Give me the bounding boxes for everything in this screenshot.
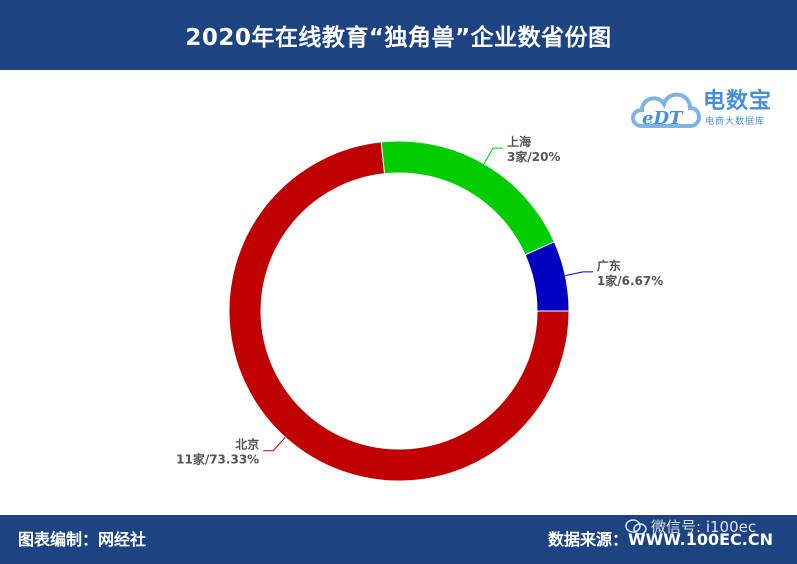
donut-slice-2 [524, 241, 570, 312]
leader-line-1 [483, 147, 503, 165]
footer: 图表编制：网经社 数据来源：WWW.100EC.CN [0, 515, 797, 564]
slice-name-label: 广东 [597, 258, 621, 273]
leader-line-0 [263, 437, 286, 452]
logo-mark: eDT [642, 108, 684, 129]
footer-source: 数据来源：WWW.100EC.CN [548, 530, 774, 549]
wechat-icon [625, 519, 647, 535]
chart-header: 2020年在线教育“独角兽”企业数省份图 [0, 0, 797, 70]
donut-slice-0 [228, 141, 570, 482]
logo: eDT 电数宝 电商大数据库 [628, 74, 793, 136]
slice-value-label: 3家/20% [507, 149, 560, 164]
leader-line-2 [565, 271, 593, 277]
slice-value-label: 1家/6.67% [597, 273, 663, 288]
slice-value-label: 11家/73.33% [176, 452, 259, 467]
logo-brand: 电数宝 [703, 89, 773, 114]
footer-credit: 图表编制：网经社 [18, 530, 147, 549]
cloud-logo-icon: eDT [631, 92, 701, 129]
slice-name-label: 上海 [507, 134, 531, 149]
slice-name-label: 北京 [235, 437, 259, 452]
chart-title: 2020年在线教育“独角兽”企业数省份图 [185, 25, 612, 51]
watermark: 微信号: i100ec [625, 514, 756, 540]
watermark-text: 微信号: i100ec [651, 518, 757, 536]
logo-brand-sub: 电商大数据库 [705, 117, 766, 127]
